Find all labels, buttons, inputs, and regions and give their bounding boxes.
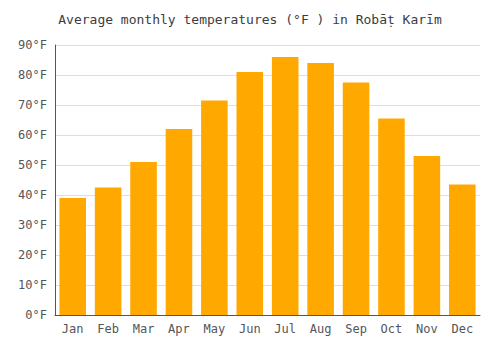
svg-text:Jul: Jul bbox=[274, 322, 296, 336]
svg-text:Jan: Jan bbox=[62, 322, 84, 336]
svg-text:Feb: Feb bbox=[97, 322, 119, 336]
svg-text:40°F: 40°F bbox=[18, 188, 47, 202]
svg-text:Dec: Dec bbox=[451, 322, 473, 336]
svg-text:Sep: Sep bbox=[345, 322, 367, 336]
svg-text:Oct: Oct bbox=[381, 322, 403, 336]
svg-text:80°F: 80°F bbox=[18, 68, 47, 82]
svg-text:Mar: Mar bbox=[133, 322, 155, 336]
svg-text:90°F: 90°F bbox=[18, 38, 47, 52]
svg-text:30°F: 30°F bbox=[18, 218, 47, 232]
svg-text:Average monthly temperatures (: Average monthly temperatures (°F ) in Ro… bbox=[58, 12, 442, 27]
svg-text:Aug: Aug bbox=[310, 322, 332, 336]
svg-text:10°F: 10°F bbox=[18, 278, 47, 292]
svg-text:50°F: 50°F bbox=[18, 158, 47, 172]
svg-text:70°F: 70°F bbox=[18, 98, 47, 112]
svg-text:May: May bbox=[204, 322, 226, 336]
svg-text:Jun: Jun bbox=[239, 322, 261, 336]
svg-text:60°F: 60°F bbox=[18, 128, 47, 142]
svg-text:20°F: 20°F bbox=[18, 248, 47, 262]
svg-text:Apr: Apr bbox=[168, 322, 190, 336]
svg-text:0°F: 0°F bbox=[25, 308, 47, 322]
svg-text:Nov: Nov bbox=[416, 322, 438, 336]
